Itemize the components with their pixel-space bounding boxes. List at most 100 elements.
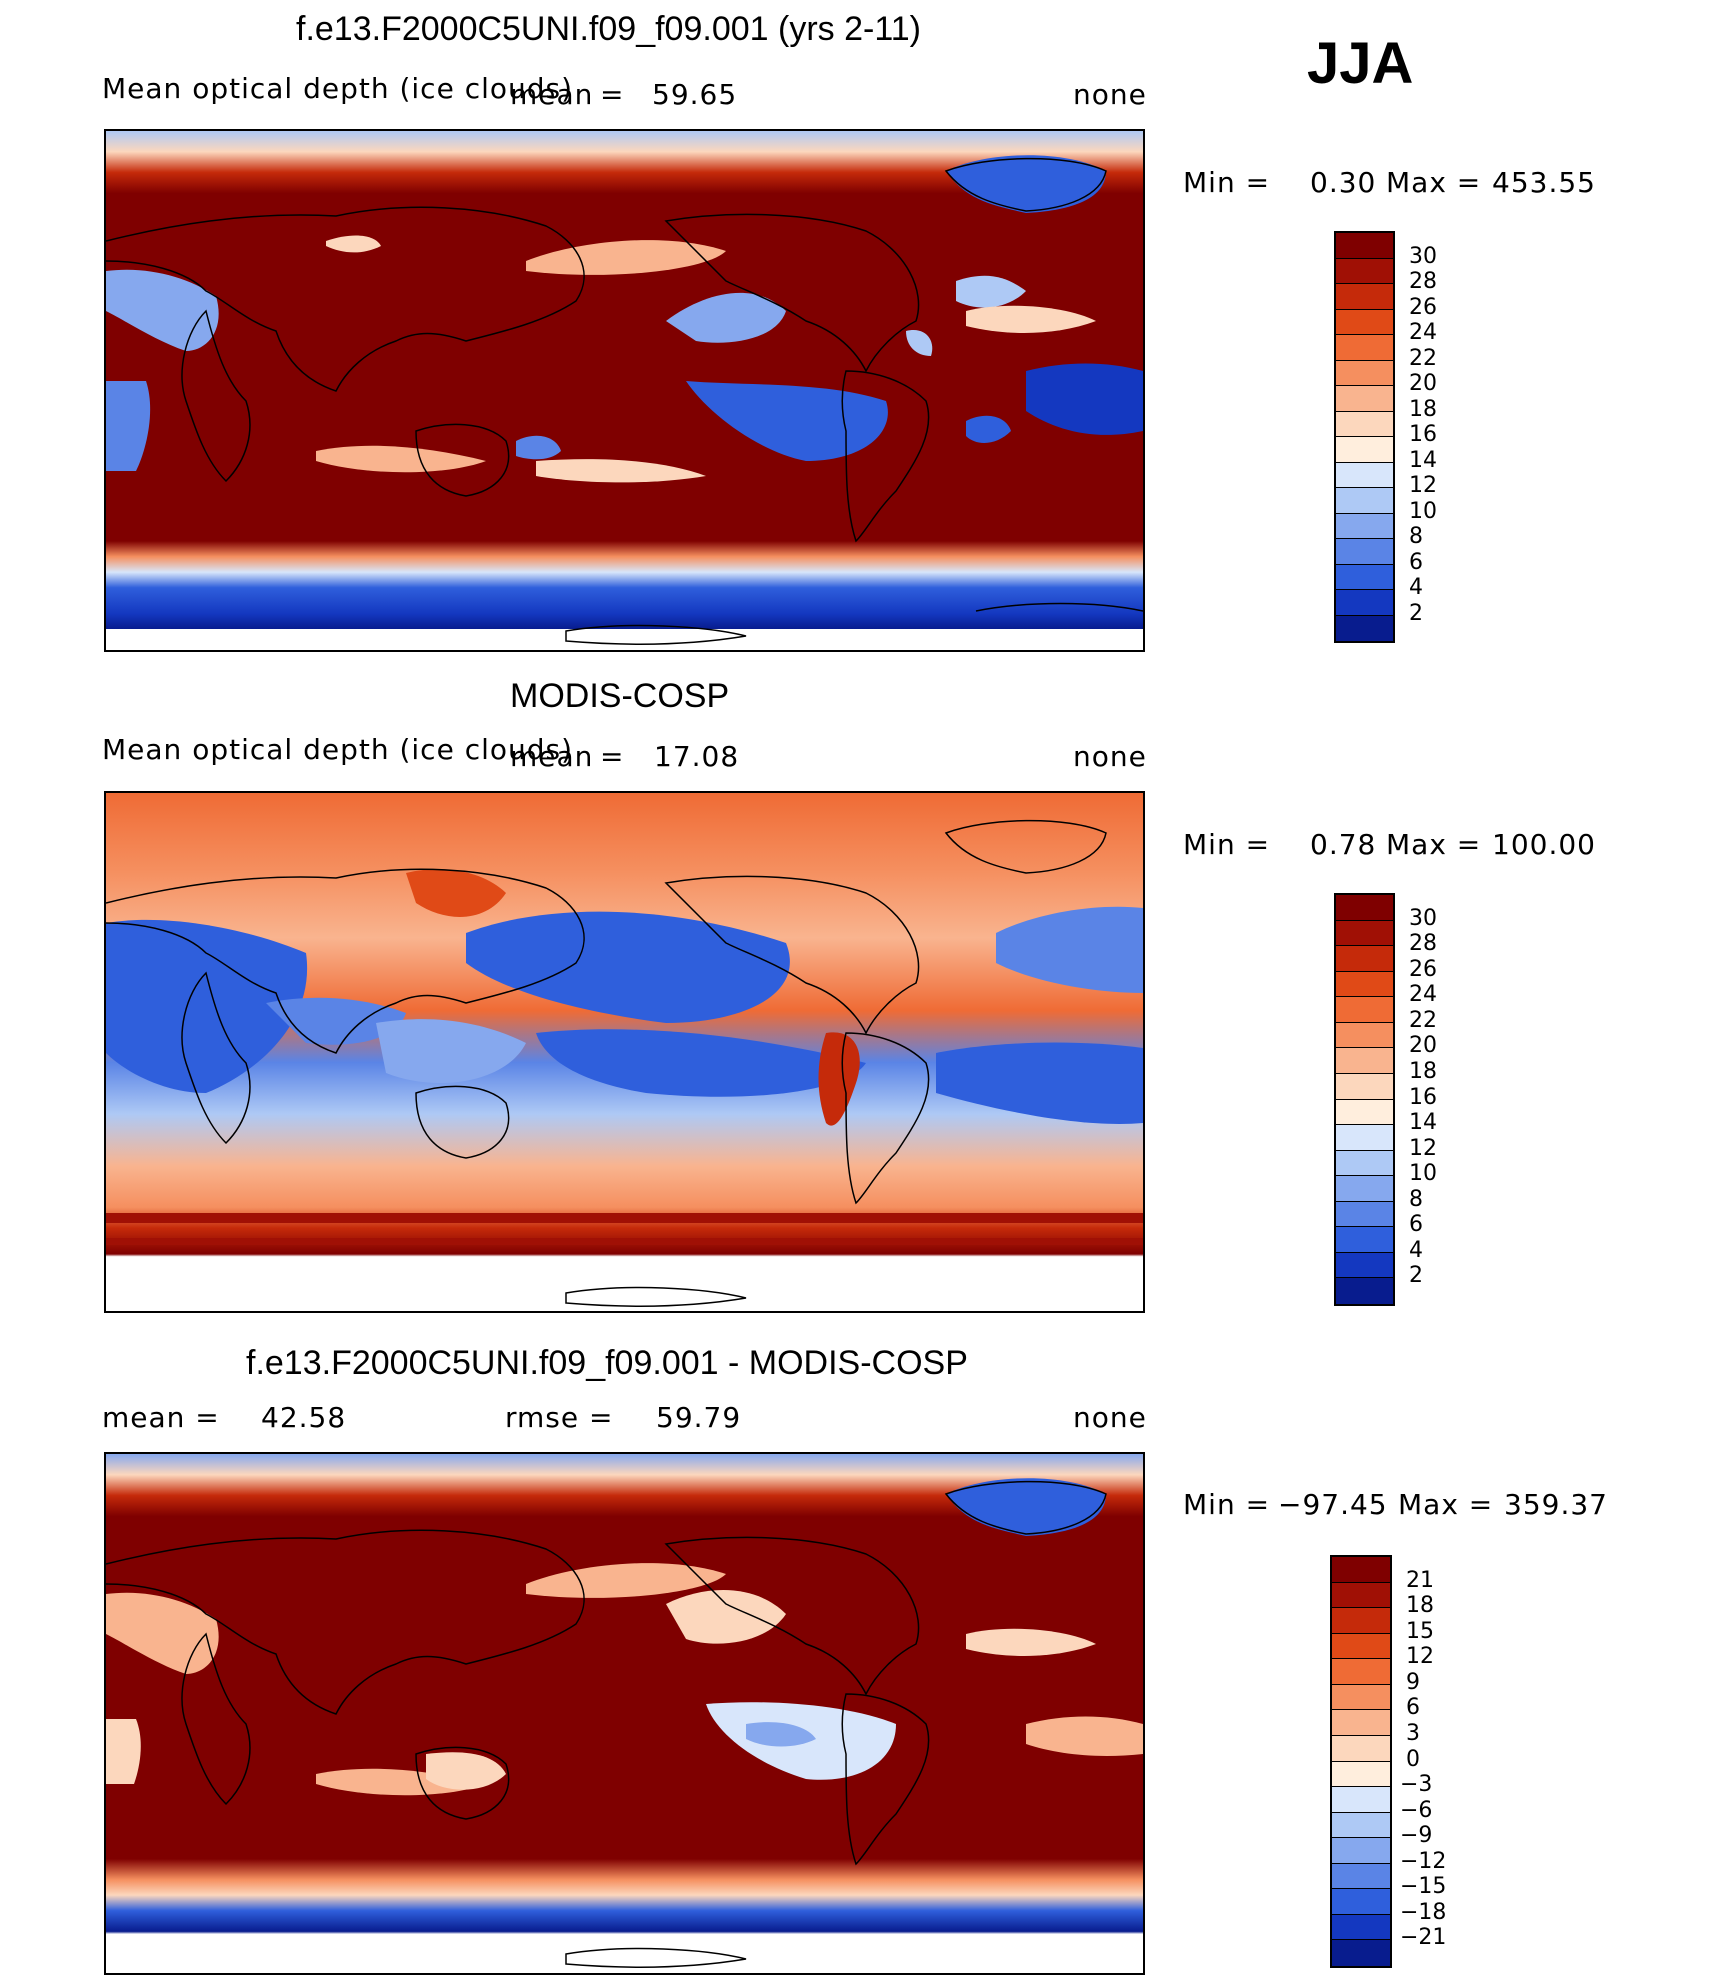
panel-2-mean-suffix: = [600, 740, 625, 773]
colorbar-swatch [1332, 1684, 1390, 1711]
colorbar-swatch [1336, 615, 1393, 641]
colorbar-tick-label: −12 [1400, 1848, 1447, 1874]
panel-3-title: f.e13.F2000C5UNI.f09_f09.001 - MODIS-COS… [246, 1344, 968, 1382]
colorbar-swatch [1332, 1659, 1390, 1685]
panel-3-min-label: Min = [1183, 1488, 1271, 1521]
colorbar-tick-label: 2 [1409, 1263, 1423, 1289]
colorbar-swatch [1336, 971, 1393, 998]
colorbar-tick-label: 2 [1409, 600, 1423, 626]
panel-2-mean-value: 17.08 [654, 740, 740, 773]
colorbar-tick-label: 21 [1406, 1567, 1434, 1593]
colorbar-swatch [1332, 1940, 1390, 1966]
colorbar-swatch [1336, 1073, 1393, 1100]
colorbar-swatch [1332, 1787, 1390, 1813]
panel-2-max-value: 100.00 [1492, 828, 1596, 861]
colorbar-tick-label: 10 [1409, 1161, 1437, 1187]
colorbar-swatch [1332, 1761, 1390, 1788]
panel-3-min-value: −97.45 [1278, 1488, 1388, 1521]
panel-3-max-value: 359.37 [1504, 1488, 1608, 1521]
colorbar-tick-label: 26 [1409, 956, 1437, 982]
colorbar-tick-label: 10 [1409, 498, 1437, 524]
panel-3-units: none [1073, 1401, 1147, 1434]
season-label: JJA [1307, 31, 1414, 96]
colorbar-swatch [1336, 513, 1393, 539]
colorbar-swatch [1336, 564, 1393, 590]
colorbar-tick-label: 20 [1409, 1033, 1437, 1059]
colorbar-swatch [1336, 437, 1393, 463]
colorbar-swatch [1336, 360, 1393, 386]
colorbar-swatch [1336, 539, 1393, 565]
colorbar-tick-label: 15 [1406, 1618, 1434, 1644]
panel-1-title: f.e13.F2000C5UNI.f09_f09.001 (yrs 2-11) [296, 10, 921, 48]
colorbar-swatch [1332, 1557, 1390, 1583]
colorbar-tick-label: −18 [1400, 1899, 1447, 1925]
panel-1-colorbar [1334, 231, 1395, 643]
colorbar-tick-label: 18 [1409, 396, 1437, 422]
colorbar-swatch [1336, 488, 1393, 514]
colorbar-swatch [1332, 1889, 1390, 1915]
colorbar-tick-label: −15 [1400, 1874, 1447, 1900]
panel-1-map [104, 129, 1145, 652]
panel-2-colorbar [1334, 893, 1395, 1306]
colorbar-swatch [1336, 946, 1393, 972]
colorbar-tick-label: 6 [1409, 1212, 1423, 1238]
colorbar-tick-label: 14 [1409, 447, 1437, 473]
colorbar-swatch [1336, 590, 1393, 616]
colorbar-tick-label: 3 [1406, 1720, 1420, 1746]
colorbar-swatch [1336, 335, 1393, 361]
panel-1-max-label: Max = [1386, 166, 1482, 199]
colorbar-tick-label: 24 [1409, 982, 1437, 1008]
colorbar-swatch [1336, 997, 1393, 1023]
panel-1-min-value: 0.30 [1310, 166, 1377, 199]
colorbar-swatch [1336, 258, 1393, 284]
colorbar-tick-label: 30 [1409, 243, 1437, 269]
colorbar-swatch [1336, 1176, 1393, 1202]
panel-2-variable-label: Mean optical depth (ice clouds) [102, 733, 574, 766]
colorbar-tick-label: 8 [1409, 1186, 1423, 1212]
colorbar-tick-label: 4 [1409, 1237, 1423, 1263]
panel-3-max-label: Max = [1398, 1488, 1494, 1521]
colorbar-swatch [1332, 1735, 1390, 1762]
panel-1-max-value: 453.55 [1492, 166, 1596, 199]
colorbar-swatch [1336, 411, 1393, 437]
panel-3-mean-value: 42.58 [261, 1401, 347, 1434]
colorbar-swatch [1332, 1838, 1390, 1864]
colorbar-swatch [1336, 1048, 1393, 1074]
panel-3-map [104, 1452, 1145, 1975]
colorbar-tick-label: 28 [1409, 931, 1437, 957]
colorbar-swatch [1332, 1608, 1390, 1634]
panel-2-min-value: 0.78 [1310, 828, 1377, 861]
panel-1-mean-label: mean [510, 78, 594, 111]
colorbar-tick-label: 20 [1409, 371, 1437, 396]
colorbar-swatch [1336, 1022, 1393, 1049]
colorbar-swatch [1336, 1201, 1393, 1228]
colorbar-swatch [1332, 1710, 1390, 1736]
panel-2-map [104, 791, 1145, 1313]
colorbar-swatch [1332, 1812, 1390, 1839]
colorbar-tick-label: 14 [1409, 1110, 1437, 1136]
colorbar-tick-label: 24 [1409, 320, 1437, 345]
panel-3-colorbar [1330, 1555, 1392, 1968]
panel-1-mean-value: 59.65 [652, 78, 738, 111]
panel-3-rmse-value: 59.79 [656, 1401, 742, 1434]
colorbar-tick-label: 18 [1409, 1058, 1437, 1084]
panel-2-units: none [1073, 740, 1147, 773]
colorbar-tick-label: 8 [1409, 524, 1423, 549]
colorbar-tick-label: 6 [1409, 549, 1423, 575]
colorbar-tick-label: 22 [1409, 345, 1437, 371]
colorbar-tick-label: 18 [1406, 1593, 1434, 1619]
colorbar-swatch [1336, 920, 1393, 947]
colorbar-swatch [1336, 462, 1393, 488]
colorbar-swatch [1336, 1099, 1393, 1126]
colorbar-tick-label: −6 [1400, 1797, 1433, 1823]
panel-2-mean-label: mean [510, 740, 594, 773]
panel-1-min-label: Min = [1183, 166, 1271, 199]
colorbar-tick-label: 28 [1409, 269, 1437, 294]
colorbar-swatch [1332, 1914, 1390, 1941]
panel-1-units: none [1073, 78, 1147, 111]
colorbar-tick-label: 0 [1406, 1746, 1420, 1772]
colorbar-swatch [1332, 1582, 1390, 1609]
colorbar-swatch [1336, 309, 1393, 335]
colorbar-swatch [1336, 386, 1393, 412]
colorbar-swatch [1336, 1125, 1393, 1151]
